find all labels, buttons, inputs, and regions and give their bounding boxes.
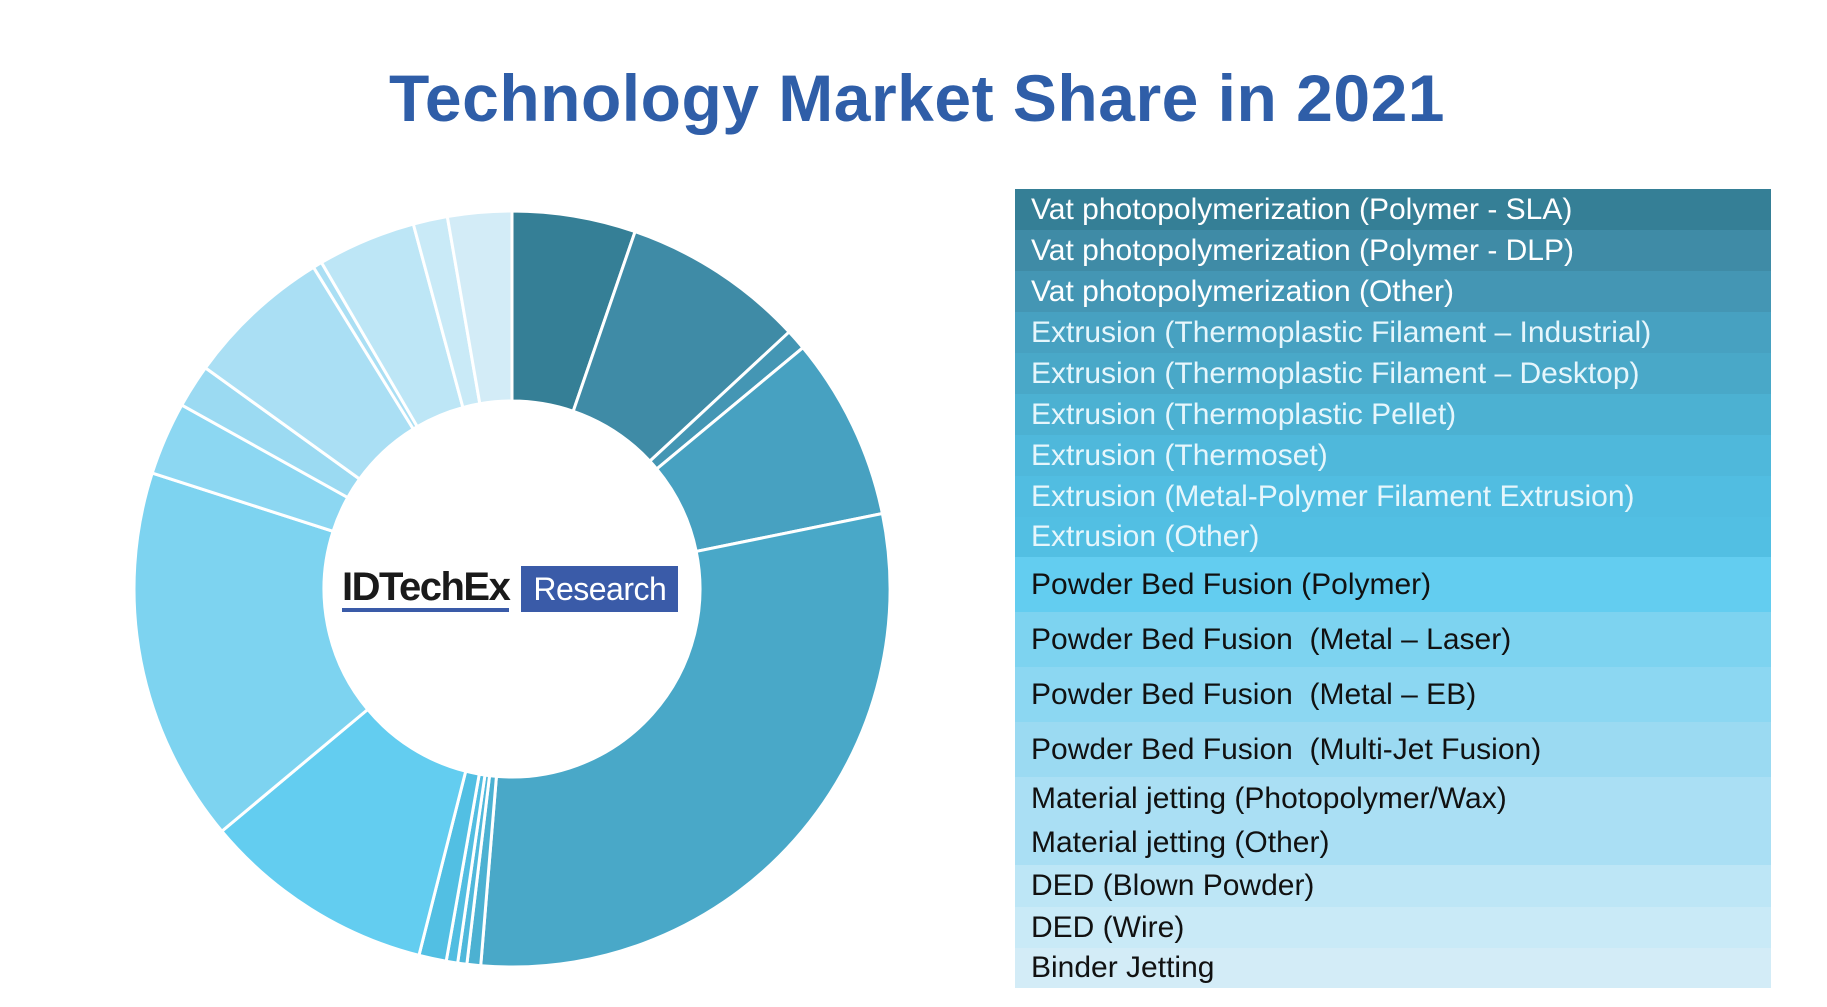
legend-item: Vat photopolymerization (Polymer - DLP) bbox=[1015, 230, 1771, 271]
logo-brand: IDTechEx bbox=[342, 567, 511, 612]
legend-item: Powder Bed Fusion (Metal – Laser) bbox=[1015, 612, 1771, 667]
legend: Vat photopolymerization (Polymer - SLA) V… bbox=[1015, 189, 1771, 988]
legend-item: Extrusion (Thermoset) bbox=[1015, 435, 1771, 476]
legend-item: Extrusion (Thermoplastic Filament – Desk… bbox=[1015, 353, 1771, 394]
legend-item: Extrusion (Other) bbox=[1015, 517, 1771, 557]
legend-item: Extrusion (Thermoplastic Pellet) bbox=[1015, 394, 1771, 435]
legend-item: Binder Jetting bbox=[1015, 948, 1771, 988]
legend-item: Material jetting (Other) bbox=[1015, 821, 1771, 865]
legend-item: DED (Wire) bbox=[1015, 907, 1771, 948]
donut-chart bbox=[132, 209, 892, 969]
idtechex-logo: IDTechEx Research bbox=[342, 566, 679, 612]
legend-item: Material jetting (Photopolymer/Wax) bbox=[1015, 777, 1771, 821]
logo-research-tag: Research bbox=[521, 566, 679, 612]
donut-slice-10 bbox=[132, 471, 370, 834]
legend-item: Extrusion (Thermoplastic Filament – Indu… bbox=[1015, 312, 1771, 353]
legend-item: Vat photopolymerization (Polymer - SLA) bbox=[1015, 189, 1771, 230]
donut-slice-17 bbox=[445, 209, 514, 406]
legend-item: Powder Bed Fusion (Multi-Jet Fusion) bbox=[1015, 722, 1771, 777]
legend-item: Extrusion (Metal-Polymer Filament Extrus… bbox=[1015, 476, 1771, 517]
donut-slice-4 bbox=[479, 511, 892, 969]
chart-title: Technology Market Share in 2021 bbox=[389, 61, 1445, 135]
legend-item: Vat photopolymerization (Other) bbox=[1015, 271, 1771, 312]
legend-item: Powder Bed Fusion (Polymer) bbox=[1015, 557, 1771, 612]
legend-item: Powder Bed Fusion (Metal – EB) bbox=[1015, 667, 1771, 722]
legend-item: DED (Blown Powder) bbox=[1015, 865, 1771, 907]
